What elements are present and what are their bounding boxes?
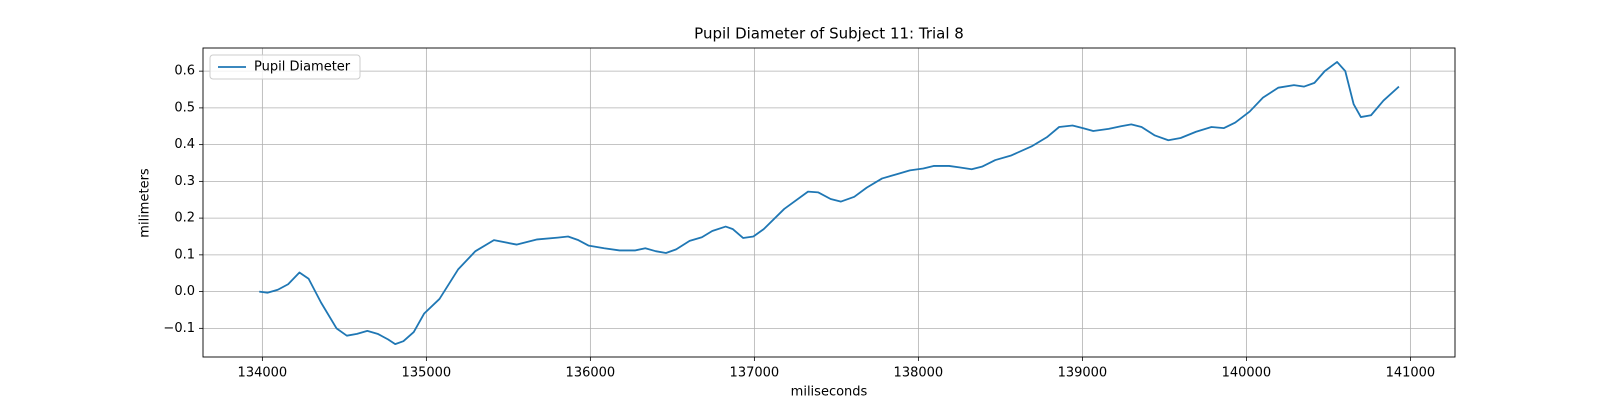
legend-box	[209, 54, 361, 80]
y-tick-label: 0.6	[174, 64, 195, 79]
legend-label: Pupil Diameter	[254, 60, 351, 75]
x-tick-label: 138000	[894, 366, 944, 381]
x-tick-label: 134000	[238, 366, 288, 381]
y-tick-label: −0.1	[163, 321, 195, 336]
x-tick-label: 141000	[1386, 366, 1436, 381]
x-tick-label: 135000	[402, 366, 452, 381]
x-tick-label: 137000	[730, 366, 780, 381]
y-tick-label: 0.4	[174, 137, 195, 152]
data-line	[259, 61, 1400, 346]
axes-frame	[202, 47, 1456, 358]
x-axis-label: miliseconds	[791, 385, 868, 400]
y-axis-label: milimeters	[138, 168, 153, 238]
x-tick-label: 136000	[566, 366, 616, 381]
y-tick-label: 0.1	[174, 247, 195, 262]
y-tick-label: 0.0	[174, 284, 195, 299]
chart-title: Pupil Diameter of Subject 11: Trial 8	[694, 25, 964, 43]
y-tick-label: 0.3	[174, 174, 195, 189]
x-tick-label: 139000	[1058, 366, 1108, 381]
y-tick-label: 0.5	[174, 100, 195, 115]
x-tick-label: 140000	[1222, 366, 1272, 381]
y-tick-label: 0.2	[174, 211, 195, 226]
